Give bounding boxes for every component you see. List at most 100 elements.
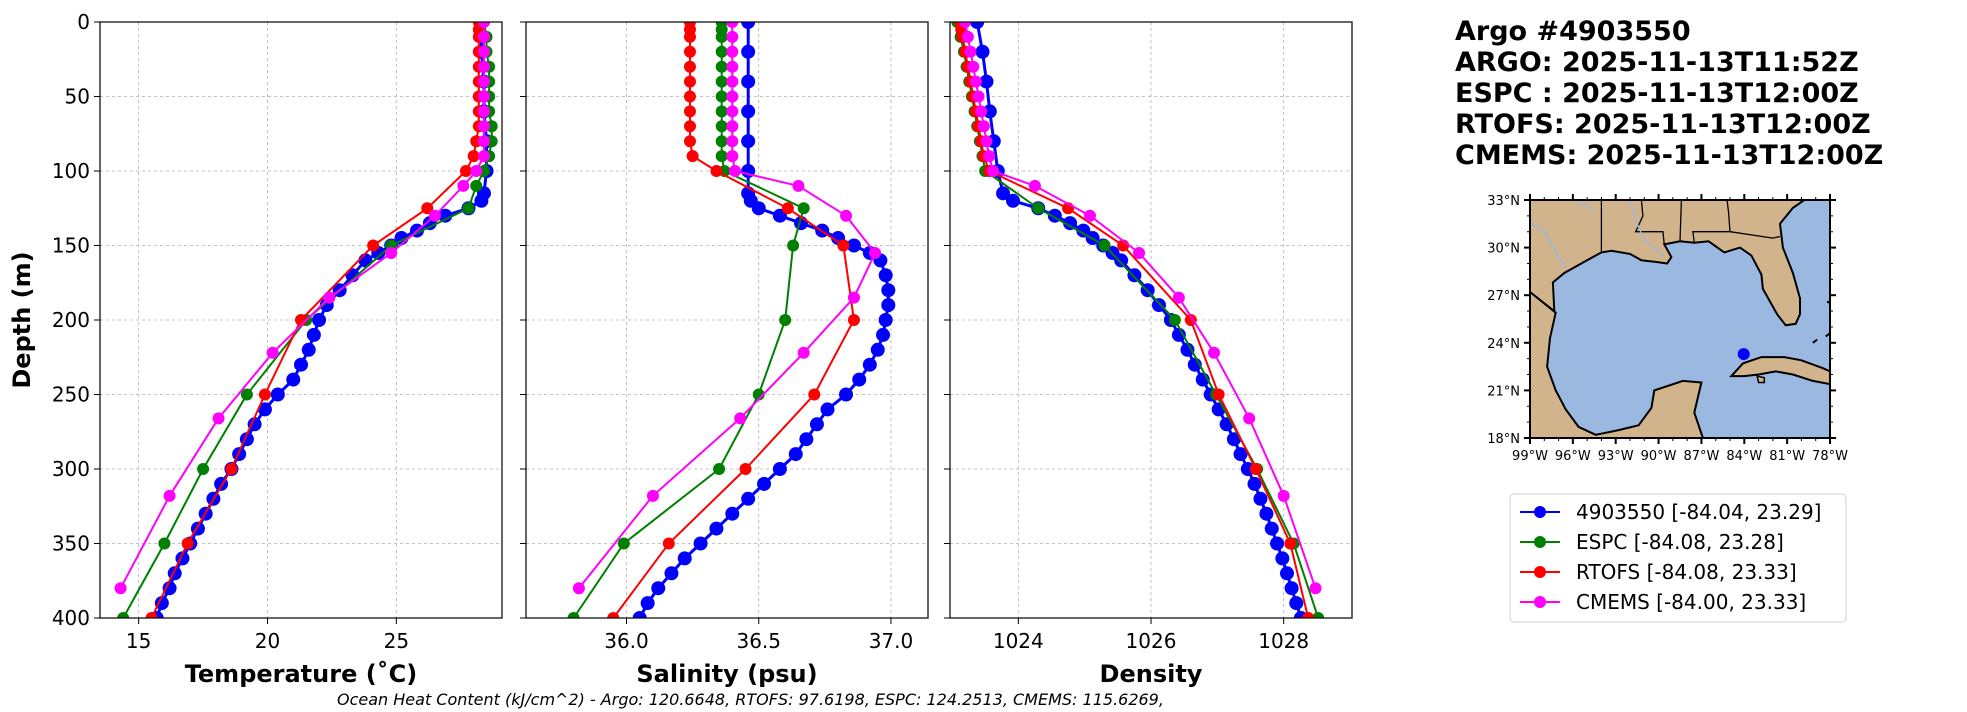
data-point-rtofs <box>683 120 696 133</box>
data-point-espc <box>715 135 728 148</box>
data-point-rtofs <box>662 537 675 550</box>
data-point-rtofs <box>181 537 194 550</box>
x-tick-label: 20 <box>255 629 280 653</box>
data-point-cmems <box>847 291 860 304</box>
data-point-cmems <box>959 22 972 28</box>
data-point-argo <box>839 387 854 402</box>
legend-label-rtofs: RTOFS [-84.08, 23.33] <box>1576 560 1797 584</box>
data-point-argo <box>1127 268 1142 283</box>
info-line-rtofs-time: RTOFS: 2025-11-13T12:00Z <box>1455 109 1871 140</box>
x-tick-label: 15 <box>126 629 151 653</box>
data-point-argo <box>970 22 985 29</box>
x-tick-label: 25 <box>384 629 409 653</box>
data-point-rtofs <box>225 463 238 475</box>
map-lon-label: 90°W <box>1641 449 1677 464</box>
x-axis-label: Salinity (psu) <box>636 660 817 688</box>
data-point-espc <box>1312 612 1325 618</box>
data-point-argo <box>438 208 453 223</box>
data-point-argo <box>1259 506 1274 521</box>
data-point-argo <box>358 253 373 268</box>
data-point-rtofs <box>781 202 794 215</box>
data-point-rtofs <box>683 60 696 73</box>
data-point-cmems <box>726 150 739 163</box>
data-point-argo <box>982 104 997 119</box>
data-point-cmems <box>726 135 739 148</box>
data-point-cmems <box>728 165 741 177</box>
data-point-argo <box>677 551 692 566</box>
data-point-rtofs <box>683 105 696 118</box>
map-lon-label: 78°W <box>1812 449 1848 464</box>
x-tick-label: 36.0 <box>604 629 649 653</box>
map-lon-label: 96°W <box>1555 449 1591 464</box>
data-point-cmems <box>840 209 853 222</box>
data-point-rtofs <box>1302 612 1315 618</box>
data-point-cmems <box>1277 489 1290 502</box>
data-point-argo <box>757 476 772 491</box>
series-group <box>114 22 498 618</box>
data-point-rtofs <box>145 612 158 618</box>
data-point-cmems <box>1309 582 1322 595</box>
y-tick-label: 200 <box>52 308 90 332</box>
data-point-argo <box>979 74 994 89</box>
map-lat-label: 30°N <box>1487 242 1520 257</box>
y-tick-label: 350 <box>52 532 90 556</box>
map-border <box>1729 231 1781 239</box>
data-point-espc <box>240 388 253 401</box>
data-point-cmems <box>477 105 490 118</box>
data-point-rtofs <box>258 388 271 401</box>
data-point-argo <box>257 402 272 417</box>
data-point-argo <box>862 357 877 372</box>
y-tick-label: 50 <box>65 85 90 109</box>
legend-label-cmems: CMEMS [-84.00, 23.33] <box>1576 590 1806 614</box>
map-river <box>1572 200 1595 211</box>
map-lon-label: 87°W <box>1683 449 1719 464</box>
data-point-rtofs <box>683 30 696 43</box>
data-point-cmems <box>726 45 739 58</box>
data-point-argo <box>975 44 990 59</box>
legend-box <box>1509 493 1847 623</box>
data-point-espc <box>197 463 210 475</box>
data-point-cmems <box>1133 246 1146 259</box>
data-point-argo <box>693 536 708 551</box>
data-point-argo <box>301 342 316 357</box>
data-point-cmems <box>972 90 985 103</box>
data-point-cmems <box>212 412 225 425</box>
data-point-cmems <box>1083 209 1096 222</box>
map-lon-label: 84°W <box>1726 449 1762 464</box>
data-point-rtofs <box>1212 388 1225 401</box>
data-point-argo <box>632 611 647 618</box>
data-point-argo <box>1226 432 1241 447</box>
series-line-cmems <box>578 22 877 589</box>
data-point-argo <box>154 596 169 611</box>
data-point-argo <box>1270 536 1285 551</box>
data-point-cmems <box>477 90 490 103</box>
map-isla-juventud <box>1756 375 1766 384</box>
data-point-argo <box>312 313 327 327</box>
data-point-argo <box>286 372 301 387</box>
map-gulf-water <box>1530 200 1830 438</box>
x-tick-label: 1026 <box>1126 629 1177 653</box>
data-point-argo <box>1279 566 1294 581</box>
data-point-rtofs <box>739 463 752 475</box>
data-point-cmems <box>477 60 490 73</box>
data-point-argo <box>820 402 835 417</box>
data-point-rtofs <box>467 150 480 163</box>
map-features <box>1530 200 1830 438</box>
data-point-argo <box>809 417 824 432</box>
data-point-rtofs <box>683 75 696 88</box>
data-point-argo <box>709 521 724 536</box>
data-point-argo <box>741 134 756 149</box>
data-point-argo <box>741 44 756 59</box>
data-point-argo <box>1151 298 1166 313</box>
data-point-espc <box>462 202 475 215</box>
series-group <box>951 22 1325 618</box>
data-point-espc <box>567 612 580 618</box>
data-point-cmems <box>964 45 977 58</box>
data-point-espc <box>1098 239 1111 252</box>
legend-marker-espc <box>1534 536 1546 548</box>
data-point-cmems <box>726 75 739 88</box>
data-point-cmems <box>163 489 176 502</box>
data-point-argo <box>1063 216 1078 231</box>
map-lon-label: 99°W <box>1512 449 1548 464</box>
